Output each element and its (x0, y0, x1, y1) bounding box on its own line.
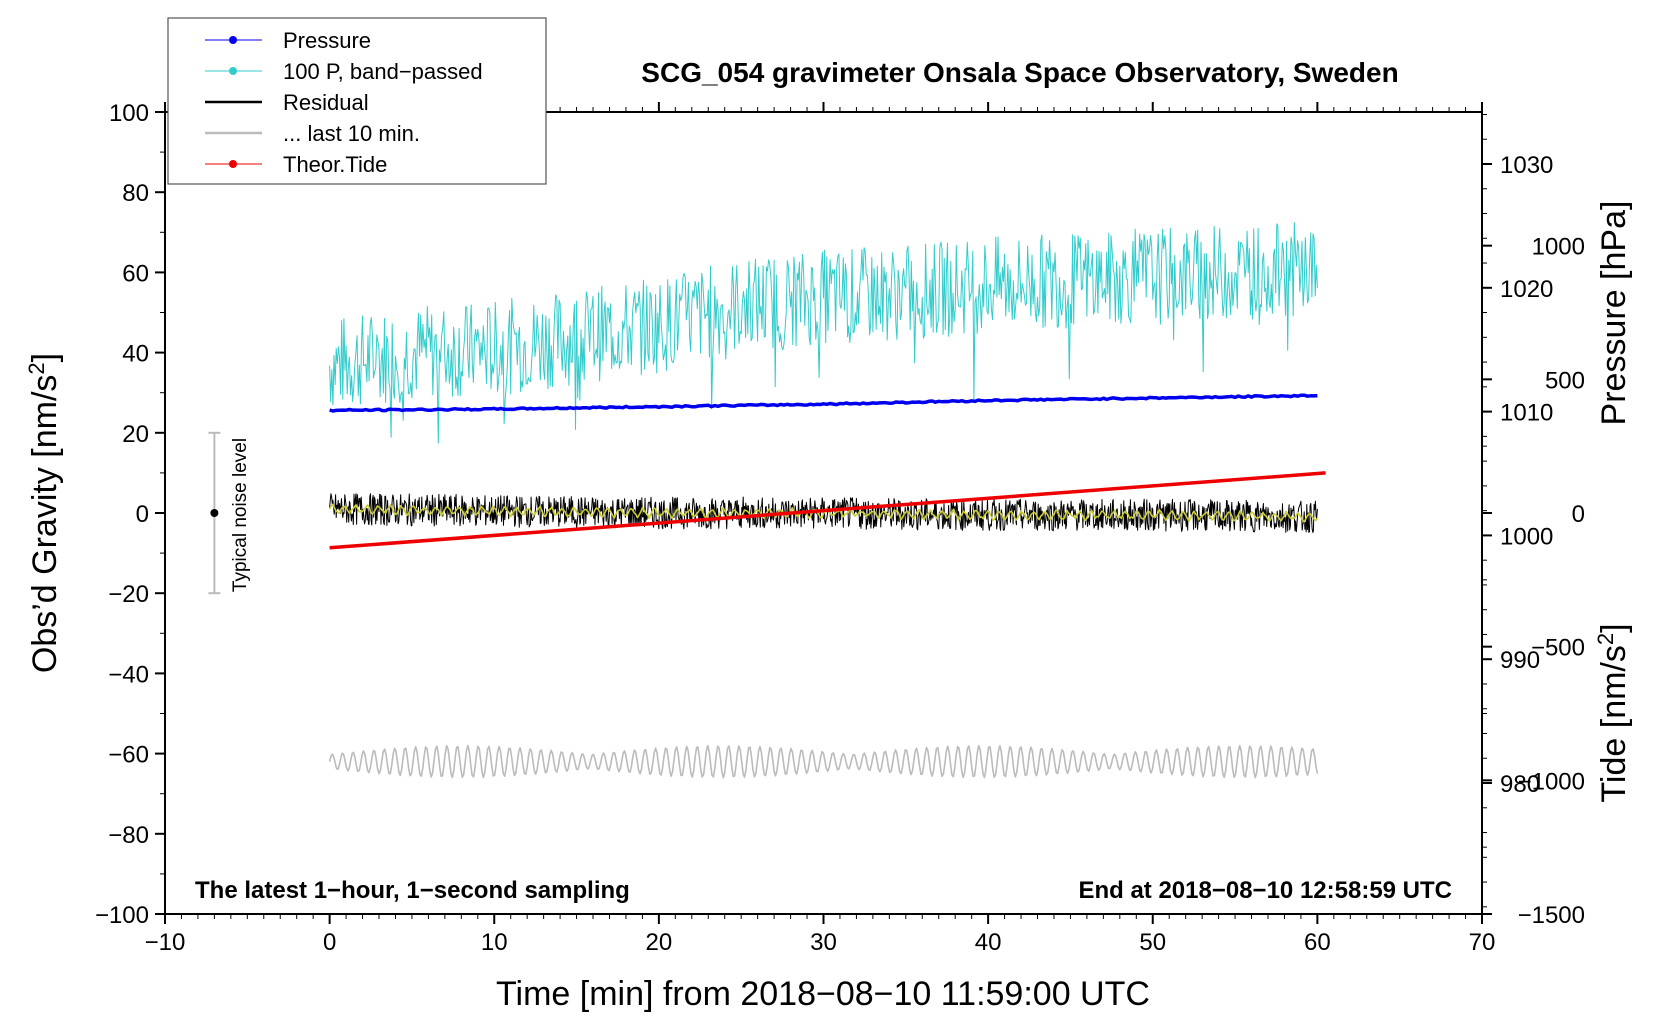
y-tick-label: 0 (136, 501, 149, 528)
annotation-left: The latest 1−hour, 1−second sampling (195, 877, 630, 904)
pressure-tick-label: 1030 (1500, 152, 1553, 179)
series-line-theor-tide (329, 471, 1326, 550)
x-tick-label: 50 (1139, 929, 1166, 956)
x-tick-label: 70 (1469, 929, 1496, 956)
tide-tick-label: 1000 (1532, 234, 1585, 261)
x-tick-label: 20 (646, 929, 673, 956)
tide-tick-label: −500 (1531, 635, 1585, 662)
y-tick-label: −40 (108, 661, 149, 688)
legend: Pressure 100 P, band−passed Residual ... la… (167, 17, 547, 185)
noise-label: Typical noise level (230, 438, 251, 592)
y-tick-label: −60 (108, 742, 149, 769)
tide-tick-label: −1500 (1518, 902, 1585, 929)
y-tick-label: 80 (122, 180, 149, 207)
x-tick-label: 60 (1304, 929, 1331, 956)
tide-tick-label: 500 (1545, 367, 1585, 394)
pressure-tick-label: 980 (1500, 771, 1540, 798)
series-line-residual-smoothed (328, 503, 1318, 523)
series-layer (328, 222, 1326, 779)
noise-center (210, 509, 219, 517)
series-line-100-p-band-passed (329, 222, 1318, 444)
annotation-right: End at 2018−08−10 12:58:59 UTC (1078, 877, 1452, 904)
legend-label: Pressure (283, 28, 371, 53)
x-tick-label: 30 (810, 929, 837, 956)
pressure-axis-label: Pressure [hPa] (1595, 201, 1633, 426)
tide-tick-label: 0 (1572, 501, 1585, 528)
x-tick-label: 10 (481, 929, 508, 956)
series-line-pressure (329, 393, 1318, 413)
series-line-last-10-min (328, 744, 1319, 779)
y-axis-tide: −1500 −1000 −500 0 500 1000 (1482, 234, 1585, 929)
x-tick-label: −10 (145, 929, 186, 956)
pressure-tick-label: 990 (1500, 647, 1540, 674)
y-tick-label: 40 (122, 341, 149, 368)
pressure-tick-label: 1010 (1500, 400, 1553, 427)
y-axis-gravity: −100 −80 −60 −40 −20 0 20 40 60 80 100 (95, 100, 165, 929)
y-tick-label: 100 (109, 100, 149, 127)
tide-tick-label: −1000 (1518, 768, 1585, 795)
chart-title: SCG_054 gravimeter Onsala Space Observat… (641, 57, 1398, 88)
x-axis-label: Time [min] from 2018−08−10 11:59:00 UTC (496, 975, 1150, 1013)
legend-label: Residual (283, 90, 369, 115)
y-tick-label: −100 (95, 902, 149, 929)
legend-label: 100 P, band−passed (283, 59, 483, 84)
pressure-tick-label: 1020 (1500, 276, 1553, 303)
legend-marker (229, 67, 237, 75)
tide-axis-label: Tide [nm/s2] (1593, 623, 1633, 802)
y-axis-label: Obs’d Gravity [nm/s2] (24, 353, 64, 673)
y-tick-label: −20 (108, 581, 149, 608)
legend-marker (229, 160, 237, 168)
x-axis: −10 0 10 20 30 40 50 60 70 (145, 102, 1496, 956)
y-axis-pressure: 980 990 1000 1010 1020 1030 (1482, 113, 1553, 908)
noise-level-indicator (208, 431, 221, 595)
y-tick-label: 60 (122, 260, 149, 287)
y-tick-label: −80 (108, 822, 149, 849)
legend-label: Theor.Tide (283, 152, 387, 177)
x-tick-label: 0 (323, 929, 336, 956)
x-tick-label: 40 (975, 929, 1002, 956)
y-tick-label: 20 (122, 421, 149, 448)
pressure-tick-label: 1000 (1500, 523, 1553, 550)
legend-label: ... last 10 min. (283, 121, 420, 146)
legend-marker (229, 36, 237, 44)
